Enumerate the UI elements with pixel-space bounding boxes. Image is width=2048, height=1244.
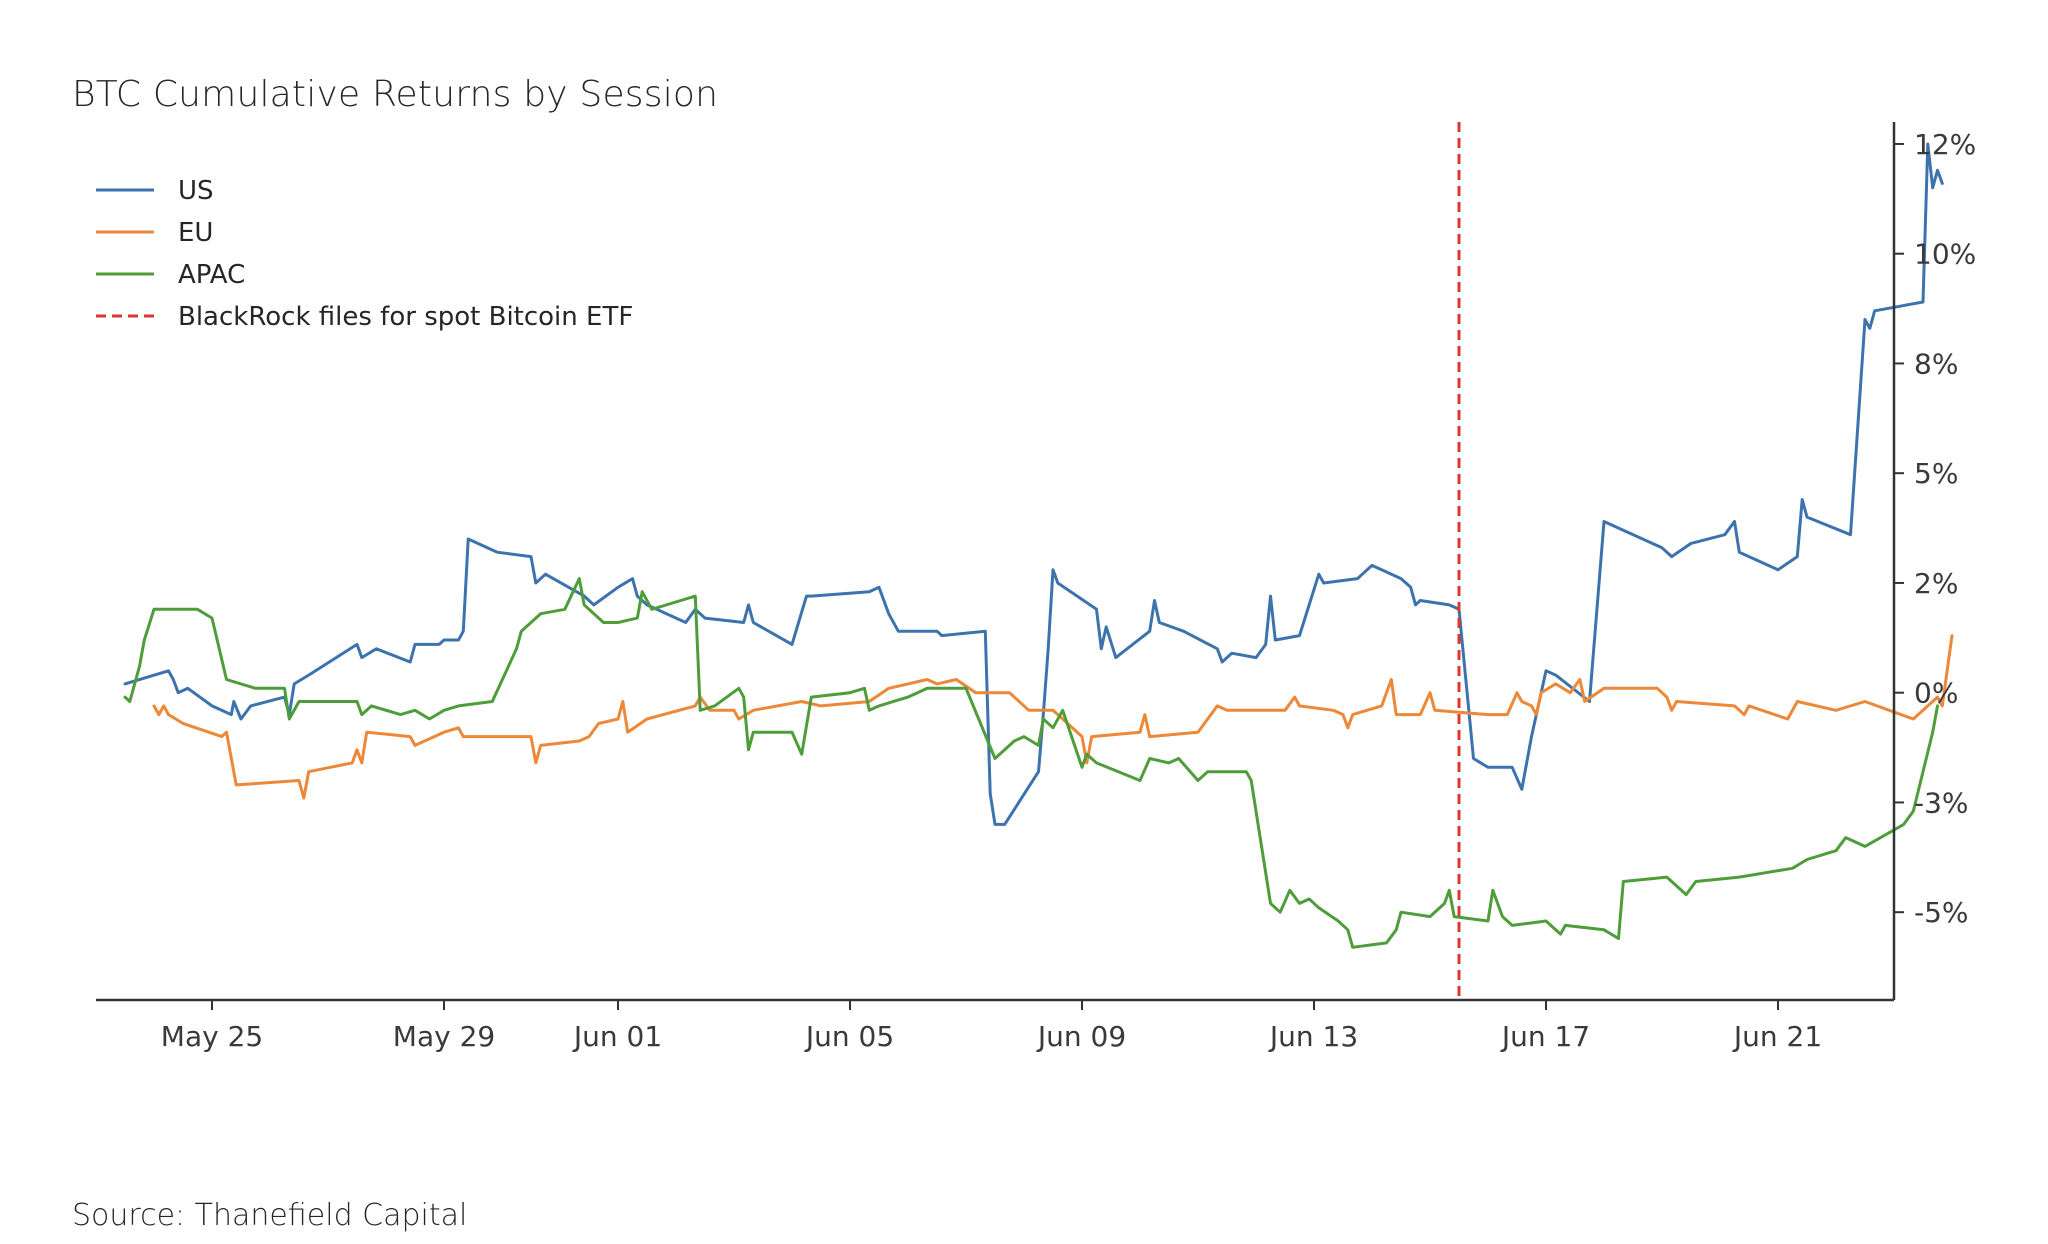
legend-item-3: BlackRock files for spot Bitcoin ETF <box>96 302 633 332</box>
x-tick-label: May 25 <box>161 1020 263 1053</box>
legend-item-0: US <box>96 176 214 206</box>
legend-label: BlackRock files for spot Bitcoin ETF <box>178 302 633 332</box>
legend-item-1: EU <box>96 218 213 248</box>
legend-item-2: APAC <box>96 260 245 290</box>
y-tick-label: -3% <box>1914 786 1969 819</box>
legend-label: EU <box>178 218 213 248</box>
x-tick-label: Jun 17 <box>1500 1020 1590 1053</box>
y-tick-label: 8% <box>1914 347 1958 380</box>
series-layer <box>123 142 1954 949</box>
y-tick-label: 0% <box>1914 677 1958 710</box>
series-line-eu <box>152 634 1954 800</box>
x-tick-label: Jun 01 <box>572 1020 662 1053</box>
x-tick-label: Jun 13 <box>1268 1020 1358 1053</box>
y-tick-label: 2% <box>1914 567 1958 600</box>
y-tick-label: -5% <box>1914 896 1969 929</box>
legend-label: US <box>178 176 214 206</box>
chart-title: BTC Cumulative Returns by Session <box>72 74 719 115</box>
x-tick-label: Jun 09 <box>1036 1020 1126 1053</box>
x-tick-label: May 29 <box>393 1020 495 1053</box>
x-tick-label: Jun 21 <box>1732 1020 1822 1053</box>
y-tick-label: 10% <box>1914 238 1976 271</box>
y-tick-label: 5% <box>1914 457 1958 490</box>
y-tick-label: 12% <box>1914 128 1976 161</box>
series-line-us <box>123 142 1944 826</box>
source-note: Source: Thanefield Capital <box>72 1198 468 1233</box>
axis-layer: May 25 May 29 Jun 01 Jun 05 Jun 09 Jun 13 Jun … <box>96 122 1976 1053</box>
x-tick-label: Jun 05 <box>804 1020 894 1053</box>
legend-label: APAC <box>178 260 245 290</box>
legend: US EU APAC BlackRock files for spot Bitcoin… <box>96 176 633 332</box>
series-line-apac <box>123 577 1939 949</box>
